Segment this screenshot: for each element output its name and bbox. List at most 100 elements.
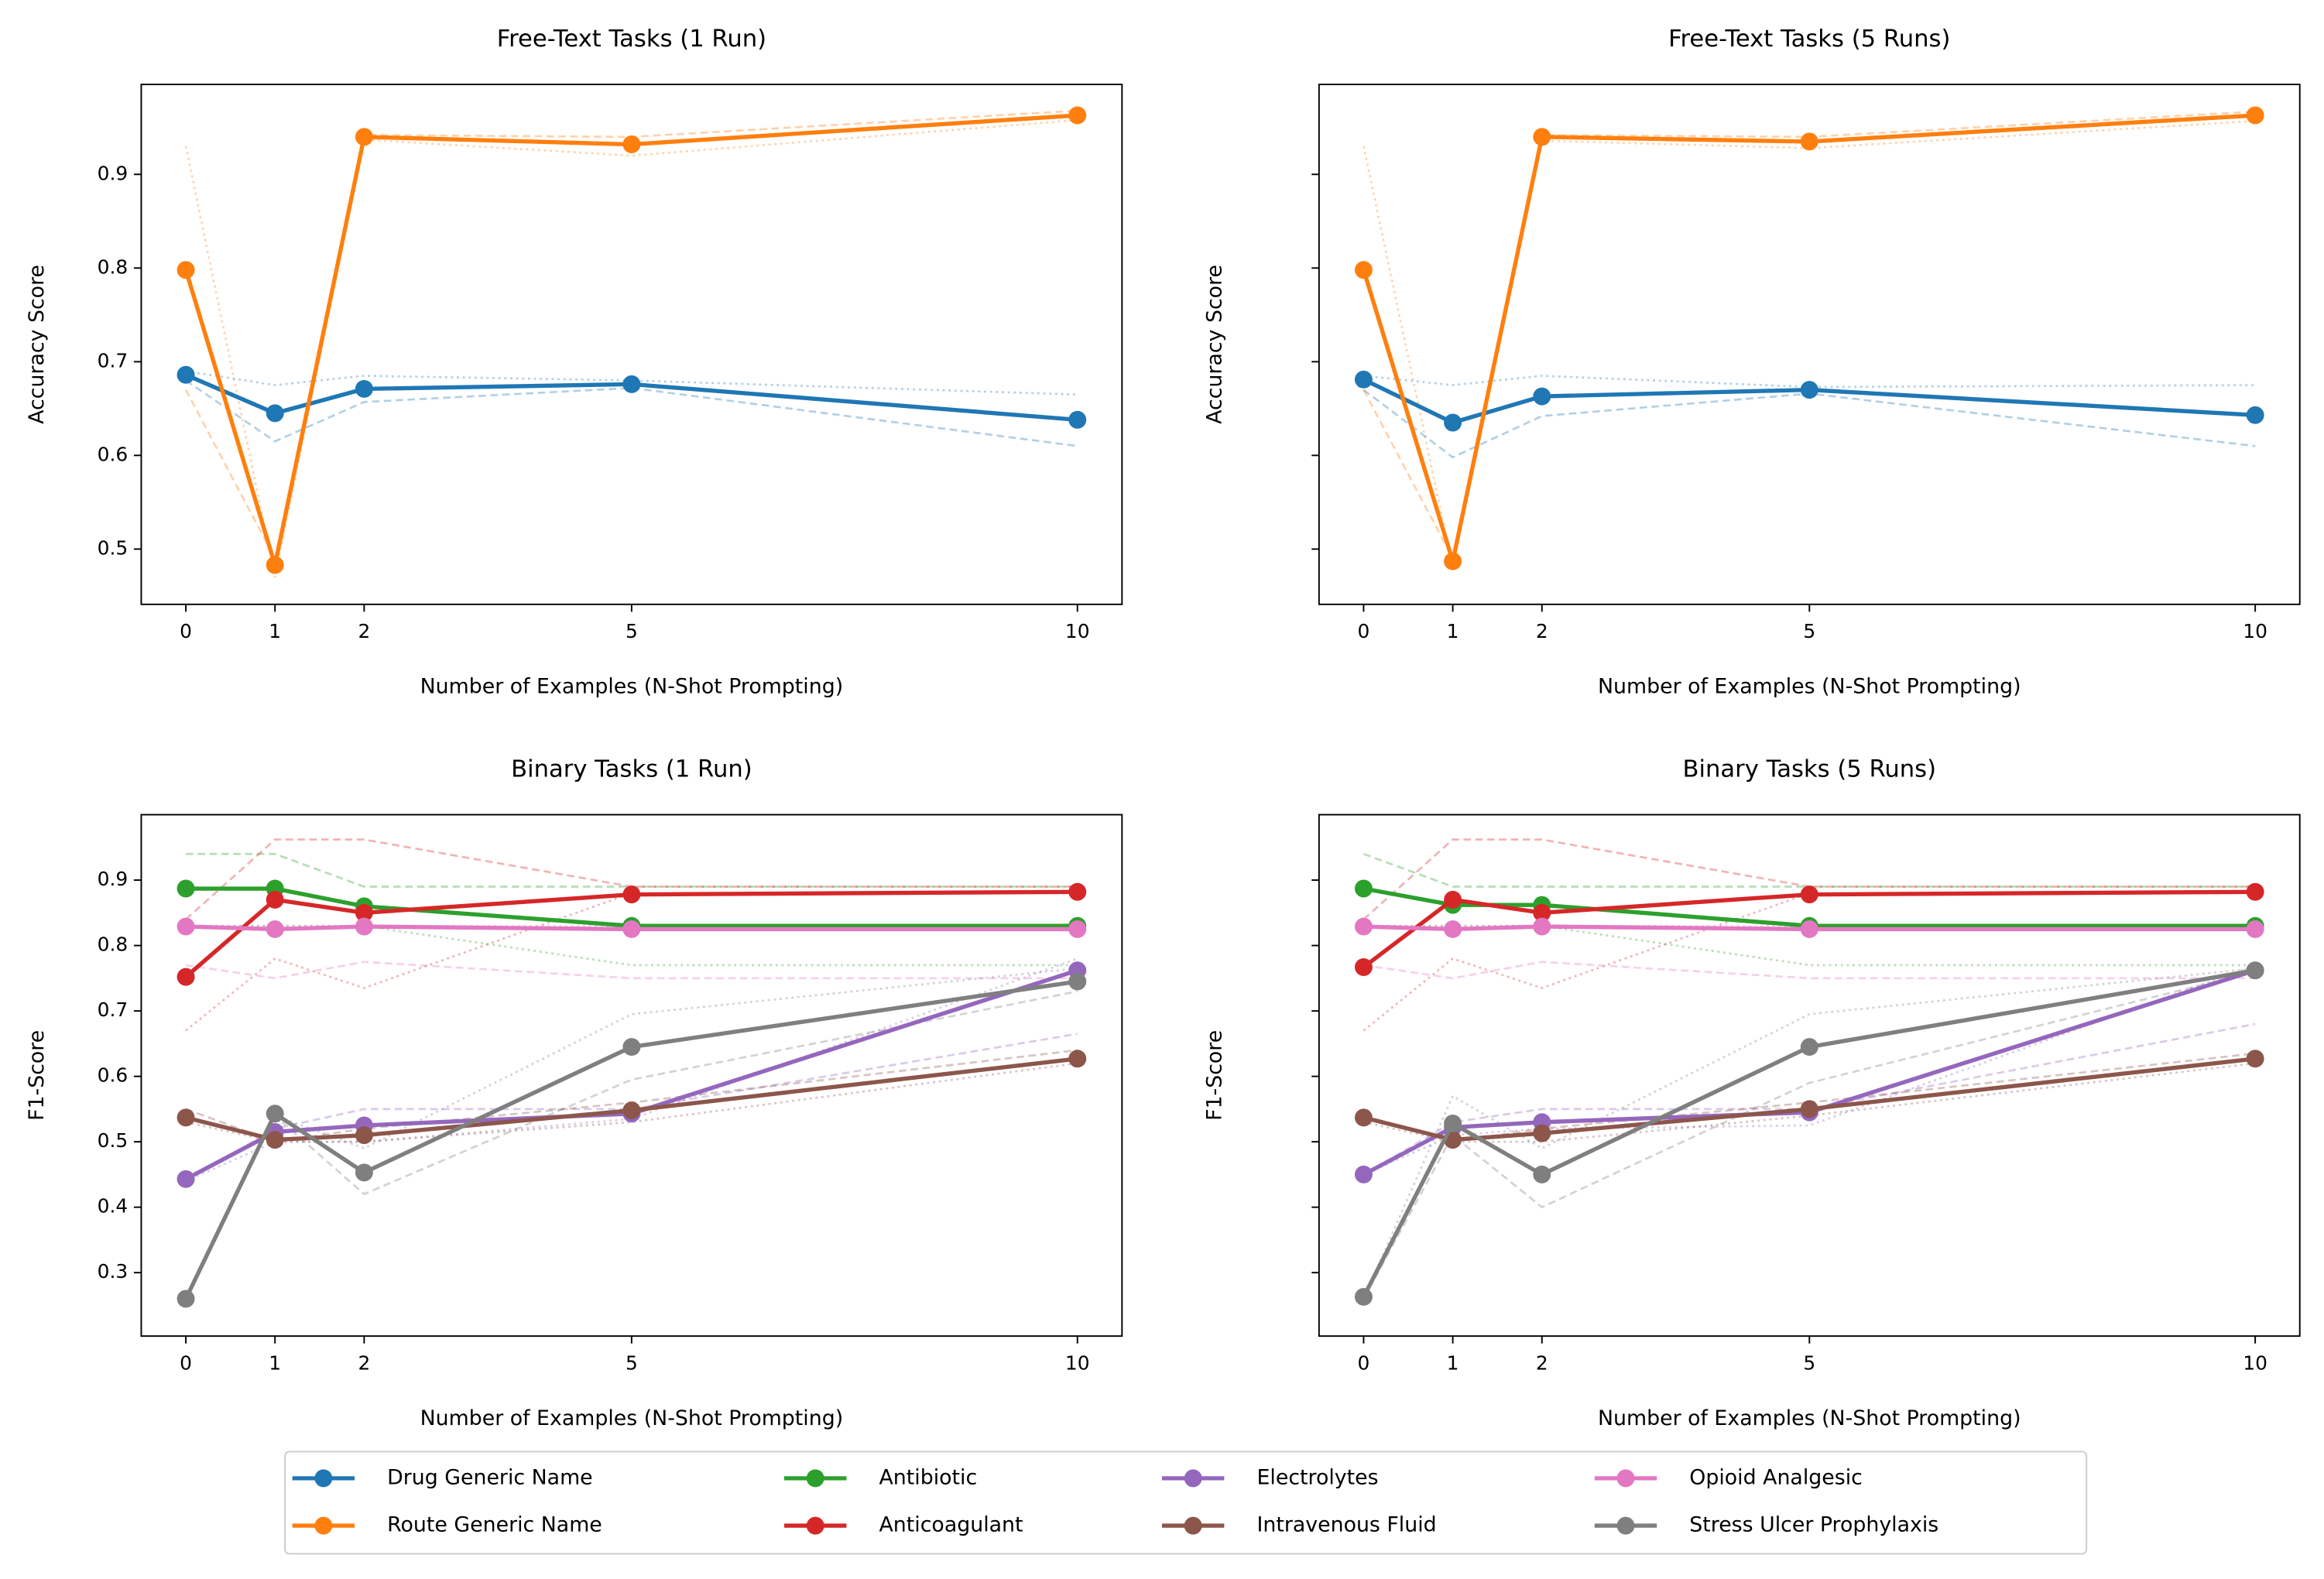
chart-title: Binary Tasks (5 Runs): [1683, 756, 1937, 783]
band-line-dotted: [1363, 375, 2256, 389]
series-line: [183, 979, 1078, 1300]
x-tick-label: 5: [626, 620, 638, 642]
x-tick-label: 1: [269, 1352, 281, 1375]
point: [177, 365, 195, 384]
legend-marker: [1616, 1516, 1635, 1535]
band-line-dotted: [185, 370, 1078, 396]
point: [2246, 920, 2264, 938]
band-line-dotted: [185, 1062, 1078, 1143]
band-line-dashed: [1363, 838, 2256, 920]
point: [266, 1105, 284, 1123]
point: [622, 1038, 641, 1057]
x-tick-label: 5: [1803, 620, 1815, 642]
legend-label: Intravenous Fluid: [1256, 1513, 1436, 1537]
point: [1354, 1165, 1373, 1183]
point: [266, 556, 284, 574]
y-tick-label: 0.6: [98, 443, 129, 465]
legend-label: Drug Generic Name: [387, 1465, 593, 1489]
y-tick-label: 0.5: [98, 1129, 129, 1152]
y-axis-label: F1-Score: [25, 1030, 49, 1121]
x-tick-label: 0: [1358, 620, 1370, 642]
x-tick-label: 10: [2243, 1352, 2267, 1375]
x-axis-label: Number of Examples (N-Shot Prompting): [420, 674, 844, 698]
point: [355, 1163, 373, 1182]
point: [1533, 1165, 1551, 1183]
band-line-dotted: [185, 957, 1078, 1183]
point: [177, 1170, 195, 1188]
y-tick-label: 0.6: [98, 1064, 129, 1087]
axes-frame: [140, 813, 1123, 1338]
band-line-dashed: [1363, 971, 2256, 1300]
x-tick-label: 5: [1803, 1352, 1815, 1375]
series-line: [1362, 968, 2256, 1298]
axes-frame: [1318, 813, 2301, 1338]
band-line-dashed: [1363, 389, 2256, 459]
chart-title: Free-Text Tasks (1 Run): [497, 26, 766, 53]
band-line-dashed: [1363, 852, 2256, 888]
y-tick-label: 0.8: [98, 933, 129, 956]
band-line-dashed: [185, 1033, 1078, 1182]
series-line: [1363, 1057, 2256, 1142]
point: [2246, 106, 2264, 125]
point: [1068, 106, 1087, 125]
y-tick-label: 0.9: [98, 162, 129, 184]
point: [622, 135, 641, 154]
x-axis-label: Number of Examples (N-Shot Prompting): [1598, 1406, 2021, 1430]
point: [1800, 132, 1818, 151]
y-axis-label: F1-Score: [1202, 1030, 1226, 1121]
legend-label: Stress Ulcer Prophylaxis: [1689, 1513, 1938, 1537]
band-line-dashed: [1363, 961, 2256, 980]
chart-title: Binary Tasks (1 Run): [511, 756, 752, 783]
y-axis-label: Accuracy Score: [1202, 265, 1226, 424]
x-tick-label: 2: [1536, 1352, 1548, 1375]
axes-frame: [1318, 84, 2301, 605]
point: [2246, 406, 2264, 424]
point: [1533, 387, 1551, 406]
point: [355, 903, 373, 922]
point: [1354, 1287, 1373, 1306]
series-line: [183, 113, 1078, 566]
legend-label: Opioid Analgesic: [1689, 1465, 1863, 1489]
band-line-dashed: [185, 379, 1078, 447]
x-tick-label: 1: [1447, 620, 1459, 642]
point: [1800, 381, 1818, 399]
legend-marker: [806, 1469, 824, 1488]
x-tick-label: 0: [180, 1352, 192, 1375]
point: [1354, 370, 1373, 389]
legend-marker: [314, 1516, 333, 1535]
y-tick-label: 0.7: [98, 349, 129, 372]
y-tick-label: 0.9: [98, 868, 129, 890]
legend-label: Antibiotic: [879, 1465, 977, 1489]
band-line-dotted: [185, 892, 1078, 1032]
point: [1800, 1038, 1818, 1057]
point: [622, 1101, 641, 1120]
point: [1068, 410, 1087, 429]
point: [1444, 552, 1462, 570]
series-line: [1361, 113, 2256, 562]
point: [1533, 917, 1551, 936]
point: [1800, 885, 1818, 904]
band-line-dashed: [1363, 1052, 2256, 1143]
point: [177, 917, 195, 936]
band-line-dotted: [1363, 964, 2256, 1176]
axes-frame: [140, 84, 1123, 605]
band-line-dotted: [1363, 967, 2256, 1300]
legend-marker: [1184, 1516, 1202, 1535]
legend-label: Route Generic Name: [387, 1513, 602, 1537]
x-tick-label: 0: [180, 620, 192, 642]
point: [177, 1108, 195, 1127]
legend-label: Electrolytes: [1256, 1465, 1378, 1489]
y-tick-label: 0.8: [98, 255, 129, 278]
point: [266, 1131, 284, 1149]
band-line-dashed: [185, 961, 1078, 980]
point: [177, 1290, 195, 1308]
point: [177, 968, 195, 986]
point: [1068, 1050, 1087, 1068]
point: [1354, 879, 1373, 898]
point: [1444, 413, 1462, 432]
legend-marker: [314, 1469, 333, 1488]
band-line-dotted: [1363, 1062, 2256, 1143]
x-tick-label: 10: [1065, 620, 1090, 642]
x-tick-label: 2: [358, 1352, 370, 1375]
legend-label: Anticoagulant: [879, 1513, 1023, 1537]
